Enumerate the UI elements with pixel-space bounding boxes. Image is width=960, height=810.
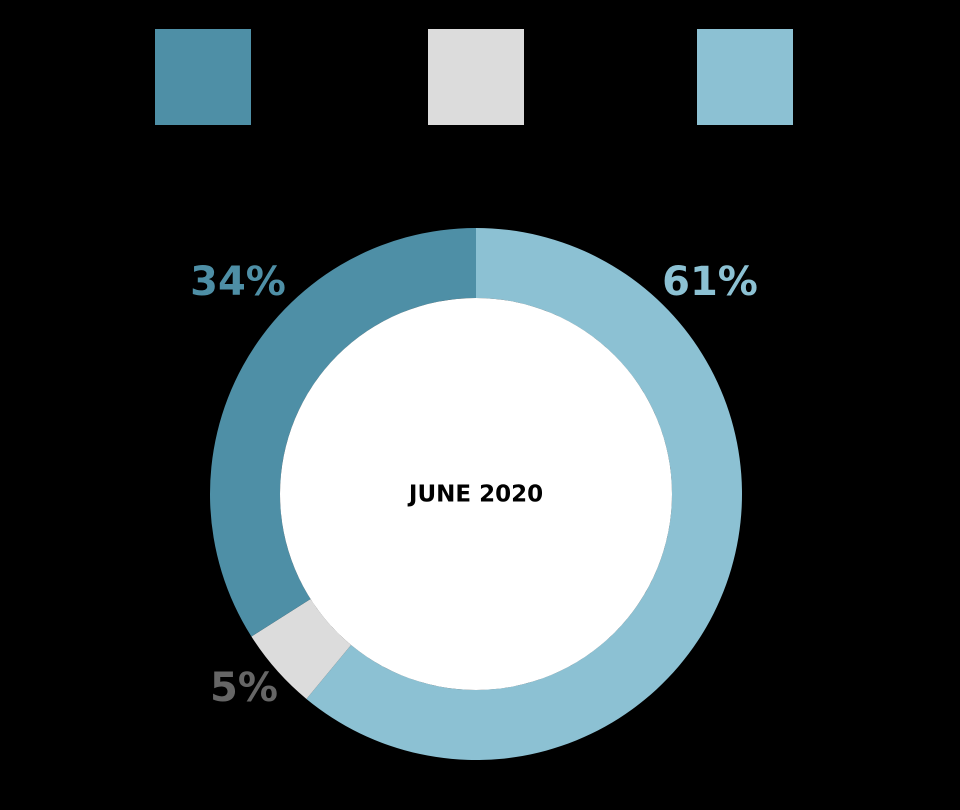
donut-hole xyxy=(280,298,672,690)
donut-slice-2 xyxy=(251,599,352,699)
legend-swatch-3 xyxy=(697,29,793,125)
center-label: JUNE 2020 xyxy=(407,482,543,508)
donut-slices xyxy=(210,228,742,760)
legend xyxy=(155,29,793,125)
donut-slice-3 xyxy=(210,228,477,637)
slice-labels: 61% 5% 34% xyxy=(190,259,758,711)
donut-slice-1 xyxy=(306,228,742,760)
slice-label-3: 34% xyxy=(190,259,286,305)
legend-swatch-1 xyxy=(155,29,251,125)
slice-label-1: 61% xyxy=(662,259,758,305)
legend-swatch-2 xyxy=(428,29,524,125)
slice-label-2: 5% xyxy=(210,665,278,711)
